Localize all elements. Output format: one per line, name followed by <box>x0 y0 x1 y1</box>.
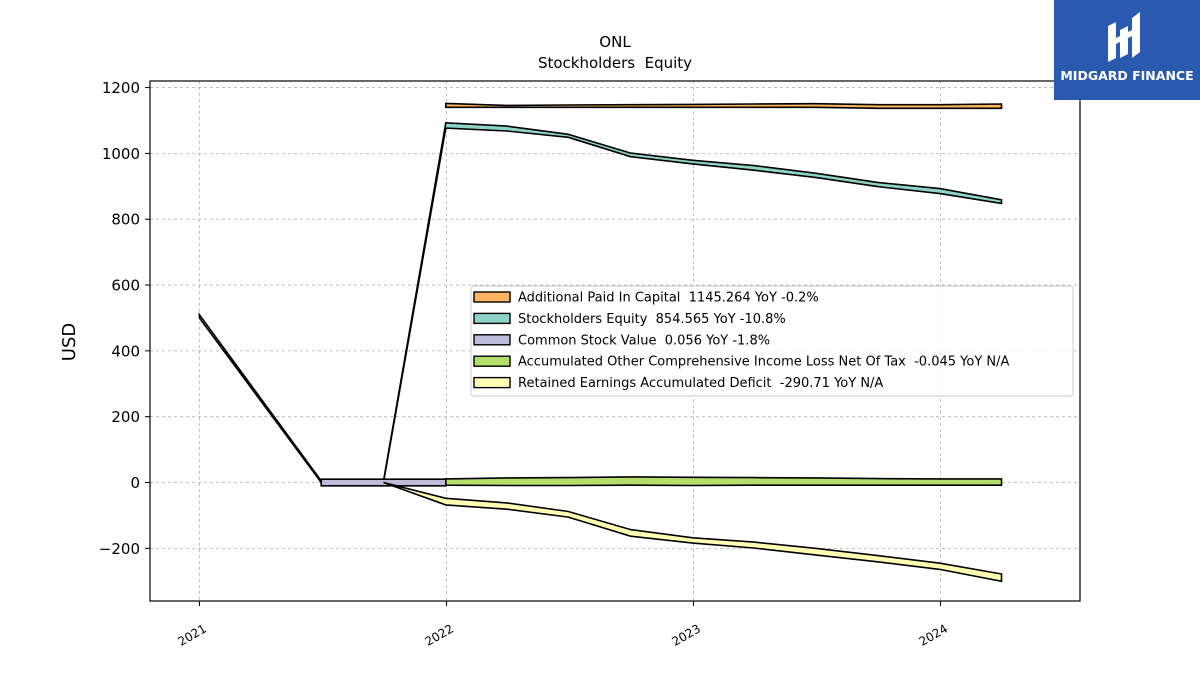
legend-swatch <box>473 334 511 346</box>
chart-title: ONL <box>599 33 631 51</box>
legend-swatch <box>473 312 511 325</box>
chart-subtitle: Stockholders Equity <box>538 54 692 72</box>
midgard-logo-icon <box>1108 12 1140 62</box>
legend-label: Retained Earnings Accumulated Deficit -2… <box>518 376 883 391</box>
legend-box <box>470 285 1074 397</box>
legend-swatch <box>473 376 511 389</box>
y-tick-label: 200 <box>111 408 140 426</box>
chart-legend: Additional Paid In Capital 1145.264 YoY … <box>470 285 1074 397</box>
y-tick-label: 400 <box>111 342 140 360</box>
legend-swatch <box>473 291 511 303</box>
series-area-5 <box>383 481 1003 583</box>
series-area-2 <box>198 121 1003 484</box>
x-tick-label: 2021 <box>175 621 208 648</box>
series-areas <box>198 102 1003 583</box>
x-tick-label: 2024 <box>917 621 950 648</box>
brand-logo: MIDGARD FINANCE <box>1054 0 1200 100</box>
legend-label: Additional Paid In Capital 1145.264 YoY … <box>518 291 819 306</box>
brand-name: MIDGARD FINANCE <box>1060 68 1194 83</box>
x-axis-ticks: 2021 2022 2023 2024 <box>175 601 950 649</box>
series-area-1 <box>444 102 1003 110</box>
legend-swatch <box>473 355 511 367</box>
y-tick-label: −200 <box>99 540 140 558</box>
y-tick-label: 1000 <box>102 145 140 163</box>
legend-label: Accumulated Other Comprehensive Income L… <box>518 355 1009 370</box>
legend-label: Common Stock Value 0.056 YoY -1.8% <box>518 333 770 348</box>
y-tick-label: 800 <box>111 211 140 229</box>
legend-label: Stockholders Equity 854.565 YoY -10.8% <box>518 312 786 327</box>
y-axis-label: USD <box>59 323 80 361</box>
x-tick-label: 2023 <box>670 621 703 648</box>
x-tick-label: 2022 <box>423 621 456 648</box>
series-area-4 <box>444 476 1003 487</box>
y-tick-label: 1200 <box>102 79 140 97</box>
y-tick-label: 0 <box>130 474 140 492</box>
y-tick-label: 600 <box>111 277 140 295</box>
plot-frame <box>149 80 1081 602</box>
y-axis-ticks: −200 0 200 400 600 800 1000 1200 <box>99 79 150 558</box>
